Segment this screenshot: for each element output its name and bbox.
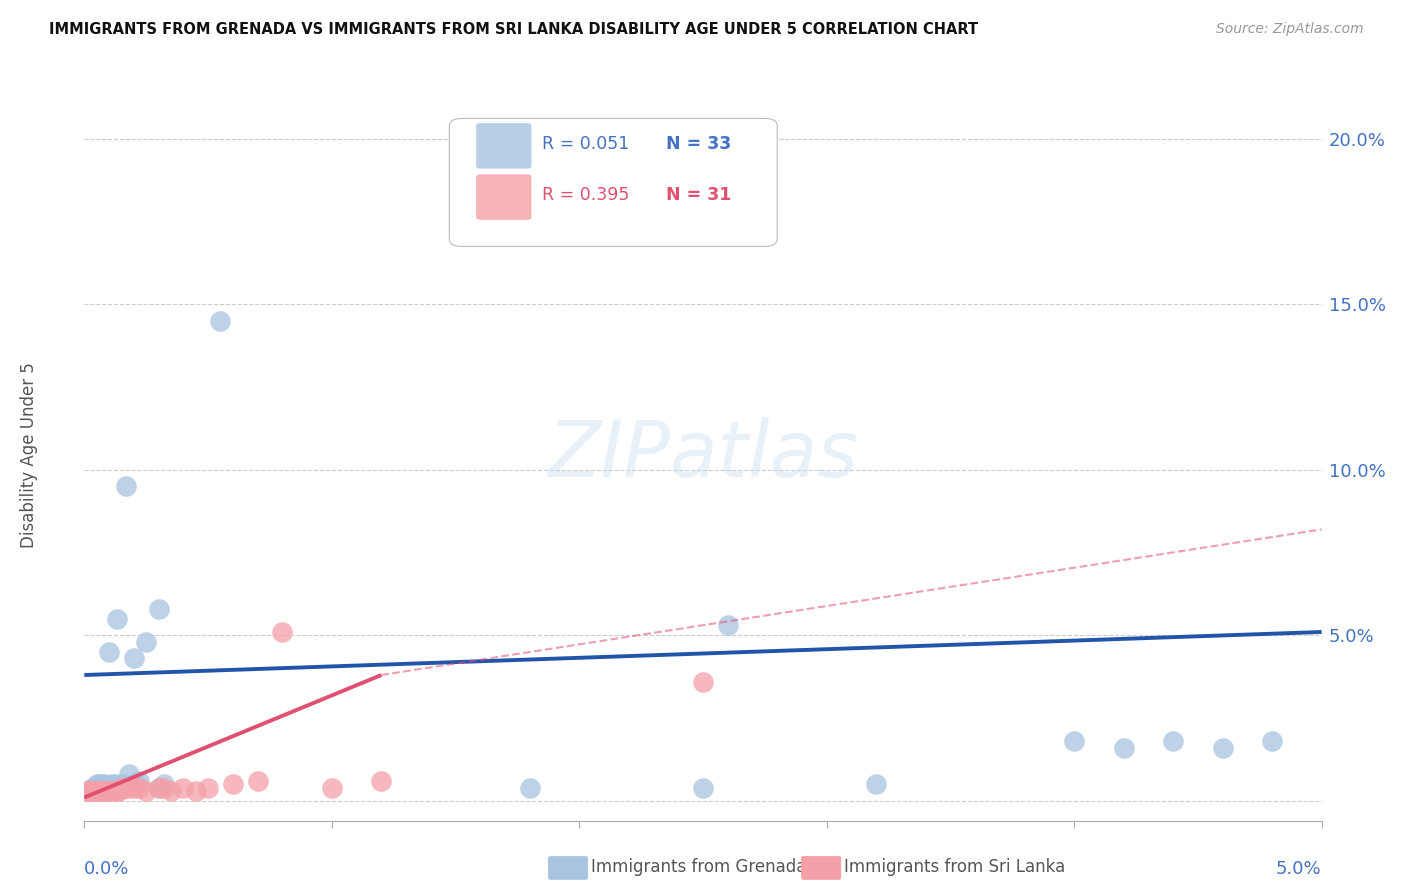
Point (96, 784, 118, 798)
Point (1063, 734, 1085, 748)
Point (108, 784, 131, 798)
Point (370, 773, 392, 788)
Point (79, 784, 101, 798)
Point (209, 314, 232, 328)
Point (184, 784, 207, 798)
Point (1161, 734, 1184, 748)
Point (128, 773, 150, 788)
Point (118, 767, 141, 781)
Point (93, 784, 115, 798)
Text: R = 0.051: R = 0.051 (543, 135, 630, 153)
Point (128, 780, 150, 795)
Point (148, 780, 170, 795)
Text: 5.0%: 5.0% (1277, 861, 1322, 879)
Point (89, 777, 111, 791)
Text: IMMIGRANTS FROM GRENADA VS IMMIGRANTS FROM SRI LANKA DISABILITY AGE UNDER 5 CORR: IMMIGRANTS FROM GRENADA VS IMMIGRANTS FR… (49, 22, 979, 37)
Point (86, 784, 108, 798)
Point (103, 777, 125, 791)
Point (152, 780, 174, 795)
Text: Disability Age Under 5: Disability Age Under 5 (20, 362, 38, 548)
Point (125, 777, 148, 791)
Point (152, 777, 174, 791)
Point (135, 635, 157, 649)
Point (115, 479, 138, 493)
Point (110, 777, 132, 791)
Point (105, 784, 128, 798)
Point (222, 777, 245, 791)
Point (321, 780, 343, 795)
Point (105, 612, 128, 626)
Text: R = 0.395: R = 0.395 (543, 186, 630, 204)
Point (160, 784, 183, 798)
Point (1212, 740, 1234, 755)
Point (135, 784, 157, 798)
FancyBboxPatch shape (477, 175, 531, 219)
Point (108, 780, 131, 795)
Point (1261, 734, 1284, 748)
Point (692, 674, 714, 689)
Point (98, 645, 121, 659)
Point (122, 780, 145, 795)
Point (519, 780, 541, 795)
Point (112, 777, 135, 791)
Point (865, 777, 887, 791)
Point (98, 784, 121, 798)
Point (148, 780, 170, 795)
FancyBboxPatch shape (450, 119, 778, 246)
Point (148, 602, 170, 616)
Point (100, 777, 122, 791)
Point (110, 780, 132, 795)
Point (76, 784, 98, 798)
Point (83, 784, 105, 798)
Point (90, 784, 112, 798)
Point (692, 780, 714, 795)
Point (122, 651, 145, 665)
Text: Immigrants from Sri Lanka: Immigrants from Sri Lanka (844, 858, 1064, 876)
Text: Source: ZipAtlas.com: Source: ZipAtlas.com (1216, 22, 1364, 37)
Point (246, 773, 269, 788)
Point (110, 780, 132, 795)
Point (103, 784, 125, 798)
Point (93, 777, 115, 791)
Text: N = 33: N = 33 (666, 135, 731, 153)
Point (717, 618, 740, 632)
Text: Immigrants from Grenada: Immigrants from Grenada (591, 858, 806, 876)
Point (197, 780, 219, 795)
Point (80, 780, 103, 795)
Point (118, 780, 141, 795)
Point (271, 625, 294, 640)
Point (172, 780, 194, 795)
Point (80, 784, 103, 798)
Point (1112, 740, 1135, 755)
Text: 0.0%: 0.0% (84, 861, 129, 879)
Point (122, 777, 145, 791)
Text: ZIPatlas: ZIPatlas (547, 417, 859, 493)
Point (112, 780, 135, 795)
Point (86, 777, 108, 791)
FancyBboxPatch shape (477, 124, 531, 169)
Point (89, 784, 111, 798)
Text: N = 31: N = 31 (666, 186, 731, 204)
Point (90, 777, 112, 791)
